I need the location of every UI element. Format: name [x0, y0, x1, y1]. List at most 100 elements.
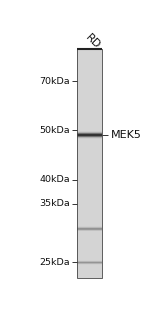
Bar [77, 242, 102, 243]
Bar [77, 165, 102, 166]
Bar [77, 258, 102, 259]
Bar [77, 261, 102, 262]
Bar [77, 99, 102, 100]
Bar [77, 235, 102, 236]
Bar [77, 162, 102, 163]
Bar [77, 246, 102, 247]
Bar [77, 194, 102, 195]
Bar [77, 59, 102, 60]
Bar [77, 108, 102, 109]
Bar [77, 260, 102, 261]
Bar [77, 62, 102, 63]
Bar [77, 156, 102, 157]
Bar [77, 122, 102, 123]
Bar [77, 172, 102, 173]
Bar [77, 229, 102, 230]
Bar [77, 84, 102, 85]
Bar [77, 241, 102, 242]
Bar [77, 115, 102, 116]
Bar [77, 239, 102, 240]
Bar [77, 213, 102, 214]
Bar [77, 228, 102, 229]
Bar [77, 272, 102, 273]
Bar [77, 243, 102, 244]
Bar [77, 54, 102, 55]
Bar [77, 176, 102, 177]
Bar [77, 222, 102, 223]
Bar [77, 121, 102, 122]
Text: 35kDa: 35kDa [39, 199, 70, 208]
Bar [77, 55, 102, 56]
Bar [77, 120, 102, 121]
Bar [77, 182, 102, 183]
Bar [77, 67, 102, 68]
Text: RD: RD [84, 32, 102, 51]
Bar [77, 237, 102, 238]
Bar [77, 245, 102, 246]
Bar [77, 257, 102, 258]
Bar [77, 189, 102, 190]
Bar [77, 171, 102, 172]
Bar [77, 69, 102, 70]
Bar [77, 144, 102, 145]
Bar [77, 57, 102, 58]
Bar [77, 204, 102, 205]
Bar [77, 170, 102, 171]
Bar [77, 232, 102, 233]
Bar [77, 68, 102, 69]
Bar [77, 191, 102, 192]
Bar [77, 181, 102, 182]
Bar [77, 168, 102, 169]
Bar [77, 147, 102, 148]
Bar [77, 113, 102, 114]
Bar [77, 276, 102, 277]
Bar [77, 160, 102, 161]
Bar [77, 98, 102, 99]
Bar [77, 174, 102, 175]
Bar [77, 196, 102, 197]
Text: 50kDa: 50kDa [39, 126, 70, 135]
Bar [77, 249, 102, 250]
Bar [77, 265, 102, 266]
Bar [77, 193, 102, 194]
Bar [77, 226, 102, 227]
Bar [77, 253, 102, 254]
Bar [77, 87, 102, 88]
Bar [77, 256, 102, 257]
Bar [77, 92, 102, 93]
Bar [77, 198, 102, 199]
Bar [77, 161, 102, 162]
Bar [77, 50, 102, 51]
Bar [77, 102, 102, 103]
Bar [77, 90, 102, 91]
Bar [77, 199, 102, 200]
Bar [77, 149, 102, 150]
Bar [77, 85, 102, 86]
Bar [77, 205, 102, 206]
Bar [77, 127, 102, 128]
Bar [77, 266, 102, 267]
Bar [77, 74, 102, 75]
Bar [77, 75, 102, 76]
Bar [77, 159, 102, 160]
Bar [77, 128, 102, 129]
Bar [77, 104, 102, 105]
Bar [77, 166, 102, 167]
Bar [77, 225, 102, 226]
Bar [77, 142, 102, 143]
Bar [77, 126, 102, 127]
Bar [77, 118, 102, 119]
Bar [77, 277, 102, 278]
Bar [77, 244, 102, 245]
Bar [77, 271, 102, 272]
Bar [77, 110, 102, 111]
Bar [77, 177, 102, 178]
Bar [77, 178, 102, 179]
Bar [77, 201, 102, 202]
Bar [77, 210, 102, 211]
Bar [77, 116, 102, 117]
Bar [77, 131, 102, 132]
Bar [77, 224, 102, 225]
Bar [77, 134, 102, 135]
Bar [77, 158, 102, 159]
